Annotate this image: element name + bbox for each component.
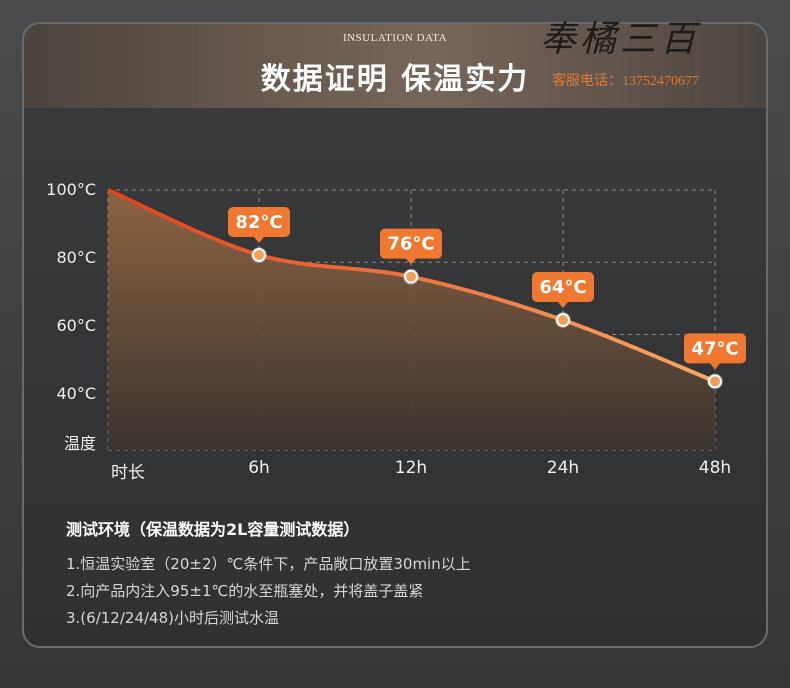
data-point xyxy=(708,374,722,389)
x-tick-label: 12h xyxy=(394,458,428,478)
data-label-bg xyxy=(380,228,442,259)
data-point xyxy=(252,248,266,262)
page-title: 数据证明 保温实力 xyxy=(260,62,530,97)
data-label: 47°C xyxy=(691,338,738,359)
data-label: 64°C xyxy=(539,277,586,298)
x-tick-label: 48h xyxy=(698,458,732,478)
data-point xyxy=(404,269,418,284)
data-label: 82°C xyxy=(235,212,282,233)
y-tick-label: 80°C xyxy=(56,248,96,267)
test-environment-title: 测试环境（保温数据为2L容量测试数据） xyxy=(66,520,360,539)
test-note-item: 3.(6/12/24/48)小时后测试水温 xyxy=(66,609,279,627)
area-fill xyxy=(108,190,715,450)
x-tick-label: 6h xyxy=(248,458,270,478)
data-label-pointer xyxy=(710,363,720,370)
data-label-pointer xyxy=(254,237,264,243)
y-tick-label: 40°C xyxy=(56,384,96,403)
data-label-pointer xyxy=(406,258,416,265)
data-label-bg xyxy=(228,207,290,237)
data-label: 76°C xyxy=(387,234,434,255)
x-tick-label: 时长 xyxy=(111,463,145,483)
y-axis-label: 温度 xyxy=(63,434,96,453)
brand-logo: 奉橘三百 xyxy=(540,19,701,60)
test-note-item: 2.向产品内注入95±1℃的水至瓶塞处，并将盖子盖紧 xyxy=(66,582,424,600)
data-point xyxy=(556,313,570,327)
data-label-pointer xyxy=(558,302,568,308)
x-tick-label: 24h xyxy=(546,458,580,478)
header-banner: INSULATION DATA 数据证明 保温实力 xyxy=(24,24,766,108)
contact-phone: 客服电话：13752470677 xyxy=(552,74,699,89)
data-label-bg xyxy=(684,333,746,364)
y-tick-label: 100°C xyxy=(46,180,96,199)
y-tick-label: 60°C xyxy=(56,316,96,335)
test-note-item: 1.恒温实验室（20±2）℃条件下，产品敞口放置30min以上 xyxy=(66,555,471,573)
banner-subtitle: INSULATION DATA xyxy=(342,32,448,44)
data-label-bg xyxy=(532,272,594,302)
